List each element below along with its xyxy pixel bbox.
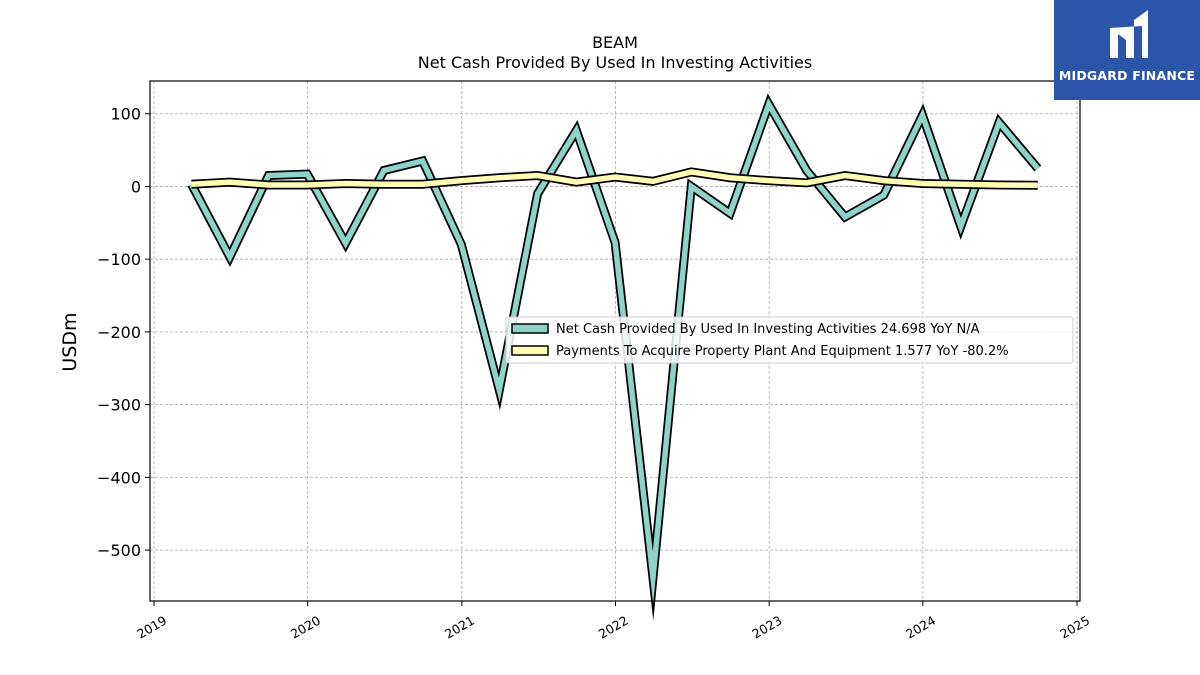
series-line-ppe: [191, 169, 1038, 189]
y-tick-label: −300: [97, 396, 141, 415]
legend-label-ppe: Payments To Acquire Property Plant And E…: [556, 344, 1009, 359]
y-axis-label: USDm: [59, 312, 81, 371]
midgard-logo-icon: [1110, 10, 1148, 58]
x-tick-label: 2022: [596, 613, 631, 642]
x-tick-label: 2025: [1057, 613, 1092, 642]
x-tick-label: 2020: [288, 613, 323, 642]
x-tick-label: 2024: [903, 613, 938, 642]
brand-logo: MIDGARD FINANCE: [1054, 0, 1200, 100]
y-tick-label: −200: [97, 323, 141, 342]
x-tick-label: 2021: [442, 613, 477, 642]
legend-frame: [505, 316, 1074, 364]
x-tick-label: 2023: [749, 613, 784, 642]
chart-title: BEAM: [592, 33, 638, 52]
y-tick-label: 0: [131, 177, 141, 196]
series-line-net-cash: [189, 97, 1040, 604]
brand-name: MIDGARD FINANCE: [1058, 68, 1196, 83]
y-tick-label: −500: [97, 541, 141, 560]
y-tick-label: −400: [97, 468, 141, 487]
y-axis: 100 0 −100 −200 −300 −400 −500: [97, 105, 150, 560]
y-tick-label: 100: [110, 105, 141, 124]
x-axis: 2019 2020 2021 2022 2023 2024 2025: [134, 601, 1092, 642]
legend-swatch-net-cash: [511, 323, 549, 334]
chart-subtitle: Net Cash Provided By Used In Investing A…: [418, 53, 812, 72]
legend-label-net-cash: Net Cash Provided By Used In Investing A…: [556, 322, 980, 337]
series-layer: [187, 93, 1042, 621]
y-tick-label: −100: [97, 250, 141, 269]
x-tick-label: 2019: [134, 613, 169, 642]
legend-swatch-ppe: [511, 345, 549, 356]
legend: Net Cash Provided By Used In Investing A…: [505, 316, 1074, 364]
